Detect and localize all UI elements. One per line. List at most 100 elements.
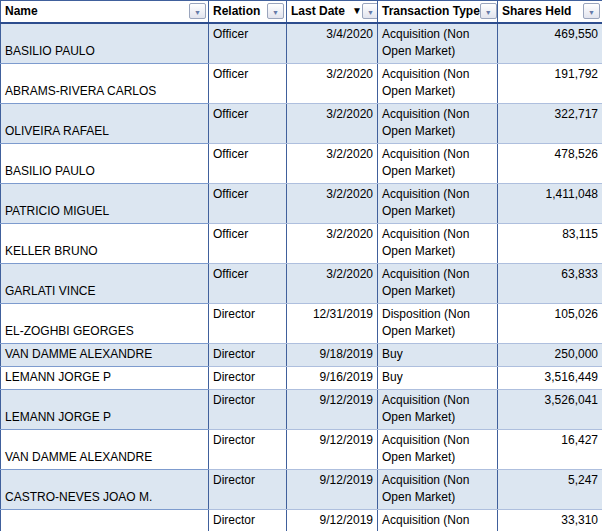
filter-dropdown-button-name[interactable]: ▼	[189, 3, 206, 19]
table-row: KELLER BRUNO Officer 3/2/2020 Acquisitio…	[1, 223, 602, 263]
filter-dropdown-button-shares-held[interactable]: ▼	[583, 3, 600, 19]
table-row: GARLATI VINCE Officer 3/2/2020 Acquisiti…	[1, 263, 602, 303]
cell-shares-held[interactable]: 3,516,449	[498, 366, 602, 389]
cell-shares-held[interactable]: 322,717	[498, 103, 602, 143]
cell-name[interactable]: LEMANN JORGE P	[1, 389, 209, 429]
cell-shares-held[interactable]: 469,550	[498, 23, 602, 64]
cell-shares-held[interactable]: 191,792	[498, 63, 602, 103]
cell-shares-held[interactable]: 3,526,041	[498, 389, 602, 429]
cell-shares-held[interactable]: 1,411,048	[498, 183, 602, 223]
cell-shares-held[interactable]: 105,026	[498, 303, 602, 343]
column-header-relation-label: Relation	[213, 4, 260, 18]
cell-transaction-type[interactable]: Acquisition (Non Open Market)	[378, 509, 498, 531]
cell-name[interactable]: BASILIO PAULO	[1, 143, 209, 183]
cell-shares-held[interactable]: 83,115	[498, 223, 602, 263]
cell-transaction-type[interactable]: Disposition (Non Open Market)	[378, 303, 498, 343]
cell-name[interactable]: BASILIO PAULO	[1, 23, 209, 64]
cell-transaction-type[interactable]: Acquisition (Non Open Market)	[378, 223, 498, 263]
filter-dropdown-icon: ▼	[367, 8, 374, 15]
cell-relation[interactable]: Director	[209, 509, 287, 531]
cell-name[interactable]: OLIVEIRA RAFAEL	[1, 103, 209, 143]
column-header-transaction-type[interactable]: Transaction Type ▼	[378, 1, 498, 23]
cell-shares-held[interactable]: 5,247	[498, 469, 602, 509]
cell-last-date[interactable]: 9/12/2019	[287, 469, 378, 509]
cell-shares-held[interactable]: 33,310	[498, 509, 602, 531]
cell-last-date[interactable]: 3/4/2020	[287, 23, 378, 64]
header-row: Name ▼ Relation ▼ Last Date ▼ ▼	[1, 1, 602, 23]
cell-relation[interactable]: Officer	[209, 143, 287, 183]
table-row: OLIVEIRA RAFAEL Officer 3/2/2020 Acquisi…	[1, 103, 602, 143]
cell-transaction-type[interactable]: Acquisition (Non Open Market)	[378, 389, 498, 429]
filter-dropdown-button-relation[interactable]: ▼	[267, 3, 284, 19]
cell-name[interactable]: GARLATI VINCE	[1, 263, 209, 303]
cell-last-date[interactable]: 3/2/2020	[287, 143, 378, 183]
cell-name[interactable]: CASTRO-NEVES JOAO M.	[1, 469, 209, 509]
cell-last-date[interactable]: 3/2/2020	[287, 63, 378, 103]
cell-transaction-type[interactable]: Acquisition (Non Open Market)	[378, 469, 498, 509]
cell-relation[interactable]: Director	[209, 366, 287, 389]
cell-shares-held[interactable]: 16,427	[498, 429, 602, 469]
cell-relation[interactable]: Director	[209, 469, 287, 509]
cell-last-date[interactable]: 12/31/2019	[287, 303, 378, 343]
cell-transaction-type[interactable]: Buy	[378, 366, 498, 389]
cell-relation[interactable]: Officer	[209, 103, 287, 143]
table-row: POPE JOHN C Director 9/12/2019 Acquisiti…	[1, 509, 602, 531]
cell-name[interactable]: LEMANN JORGE P	[1, 366, 209, 389]
cell-relation[interactable]: Director	[209, 303, 287, 343]
cell-shares-held[interactable]: 250,000	[498, 343, 602, 366]
cell-last-date[interactable]: 3/2/2020	[287, 183, 378, 223]
cell-shares-held[interactable]: 478,526	[498, 143, 602, 183]
cell-relation[interactable]: Officer	[209, 183, 287, 223]
cell-name[interactable]: ABRAMS-RIVERA CARLOS	[1, 63, 209, 103]
cell-last-date[interactable]: 9/18/2019	[287, 343, 378, 366]
cell-transaction-type[interactable]: Acquisition (Non Open Market)	[378, 263, 498, 303]
table-row: LEMANN JORGE P Director 9/16/2019 Buy 3,…	[1, 366, 602, 389]
cell-name[interactable]: KELLER BRUNO	[1, 223, 209, 263]
cell-transaction-type[interactable]: Acquisition (Non Open Market)	[378, 103, 498, 143]
insider-trades-table: Name ▼ Relation ▼ Last Date ▼ ▼	[0, 0, 602, 531]
cell-transaction-type[interactable]: Acquisition (Non Open Market)	[378, 429, 498, 469]
cell-last-date[interactable]: 3/2/2020	[287, 103, 378, 143]
sort-desc-icon: ▼	[352, 6, 362, 16]
cell-relation[interactable]: Officer	[209, 263, 287, 303]
table-body: BASILIO PAULO Officer 3/4/2020 Acquisiti…	[1, 23, 602, 531]
filter-dropdown-button-last-date[interactable]: ▼	[362, 3, 378, 19]
cell-shares-held[interactable]: 63,833	[498, 263, 602, 303]
cell-last-date[interactable]: 3/2/2020	[287, 223, 378, 263]
cell-relation[interactable]: Director	[209, 429, 287, 469]
cell-name[interactable]: PATRICIO MIGUEL	[1, 183, 209, 223]
cell-transaction-type[interactable]: Buy	[378, 343, 498, 366]
table-row: EL-ZOGHBI GEORGES Director 12/31/2019 Di…	[1, 303, 602, 343]
data-grid: Name ▼ Relation ▼ Last Date ▼ ▼	[0, 0, 602, 531]
filter-dropdown-icon: ▼	[588, 8, 595, 15]
cell-transaction-type[interactable]: Acquisition (Non Open Market)	[378, 63, 498, 103]
cell-name[interactable]: EL-ZOGHBI GEORGES	[1, 303, 209, 343]
cell-transaction-type[interactable]: Acquisition (Non Open Market)	[378, 23, 498, 64]
table-row: CASTRO-NEVES JOAO M. Director 9/12/2019 …	[1, 469, 602, 509]
cell-relation[interactable]: Director	[209, 343, 287, 366]
column-header-shares-held[interactable]: Shares Held ▼	[498, 1, 602, 23]
table-row: ABRAMS-RIVERA CARLOS Officer 3/2/2020 Ac…	[1, 63, 602, 103]
column-header-last-date[interactable]: Last Date ▼ ▼	[287, 1, 378, 23]
cell-name[interactable]: VAN DAMME ALEXANDRE	[1, 429, 209, 469]
cell-last-date[interactable]: 9/16/2019	[287, 366, 378, 389]
cell-relation[interactable]: Officer	[209, 63, 287, 103]
column-header-name[interactable]: Name ▼	[1, 1, 209, 23]
cell-transaction-type[interactable]: Acquisition (Non Open Market)	[378, 183, 498, 223]
cell-last-date[interactable]: 3/2/2020	[287, 263, 378, 303]
cell-name[interactable]: POPE JOHN C	[1, 509, 209, 531]
table-header: Name ▼ Relation ▼ Last Date ▼ ▼	[1, 1, 602, 23]
cell-relation[interactable]: Officer	[209, 23, 287, 64]
column-header-name-label: Name	[5, 4, 38, 18]
filter-dropdown-button-transaction-type[interactable]: ▼	[480, 3, 497, 19]
cell-last-date[interactable]: 9/12/2019	[287, 509, 378, 531]
column-header-relation[interactable]: Relation ▼	[209, 1, 287, 23]
cell-last-date[interactable]: 9/12/2019	[287, 389, 378, 429]
cell-transaction-type[interactable]: Acquisition (Non Open Market)	[378, 143, 498, 183]
cell-last-date[interactable]: 9/12/2019	[287, 429, 378, 469]
cell-name[interactable]: VAN DAMME ALEXANDRE	[1, 343, 209, 366]
column-header-shares-held-label: Shares Held	[502, 4, 571, 18]
filter-dropdown-icon: ▼	[485, 8, 492, 15]
cell-relation[interactable]: Officer	[209, 223, 287, 263]
cell-relation[interactable]: Director	[209, 389, 287, 429]
